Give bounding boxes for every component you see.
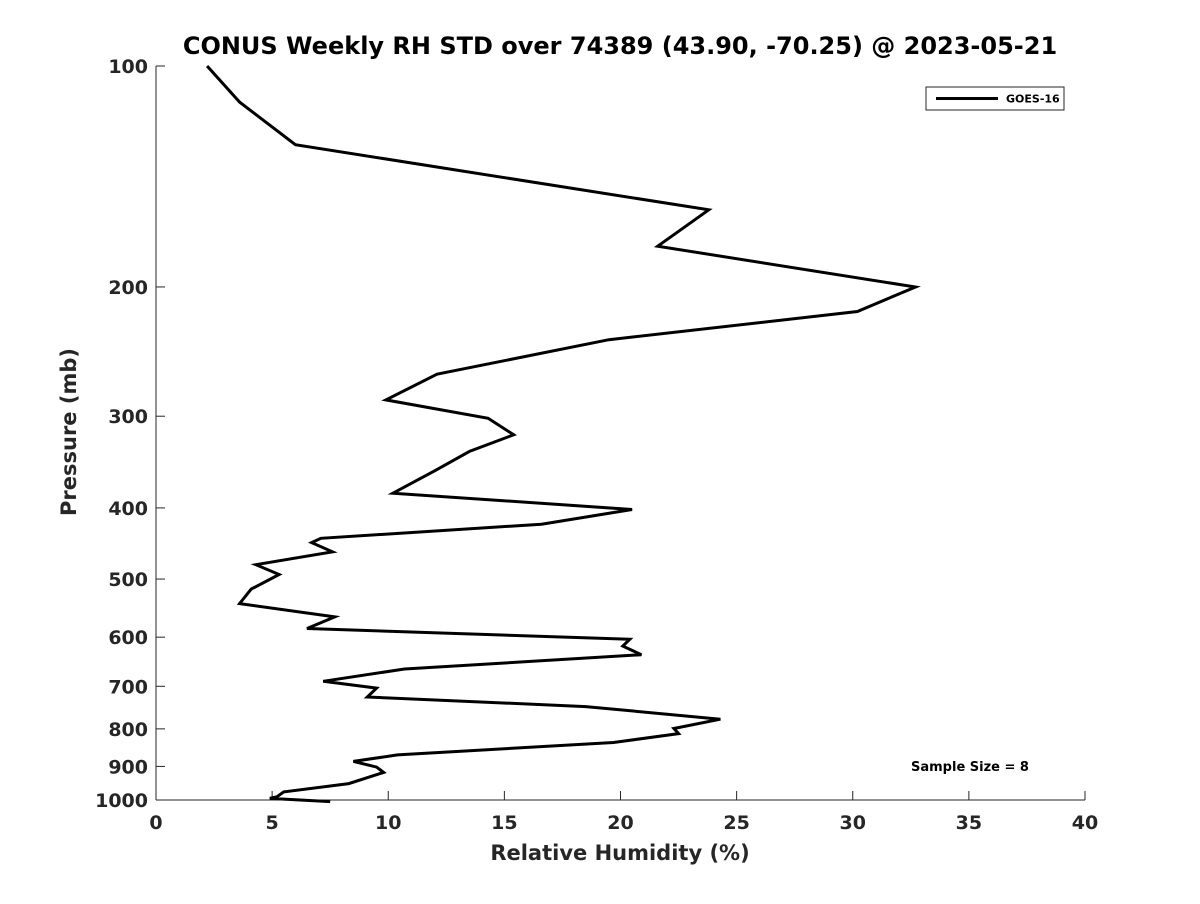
x-tick-label: 25 <box>723 812 749 834</box>
y-tick-label: 300 <box>108 406 148 428</box>
x-tick-label: 15 <box>491 812 517 834</box>
x-tick-label: 20 <box>607 812 633 834</box>
series-line-goes16 <box>205 64 921 804</box>
x-tick-label: 30 <box>840 812 866 834</box>
y-tick-label: 600 <box>108 627 148 649</box>
axes <box>155 66 1085 801</box>
legend: GOES-16 <box>925 86 1065 111</box>
y-tick-label: 900 <box>108 756 148 778</box>
y-tick-label: 200 <box>108 277 148 299</box>
tick-marks: 0 5 10 15 20 25 30 35 40 100 200 300 400 500 600 700 800… <box>95 56 1098 834</box>
x-tick-label: 5 <box>266 812 279 834</box>
y-tick-label: 500 <box>108 569 148 591</box>
x-tick-label: 10 <box>375 812 401 834</box>
y-tick-label: 100 <box>108 56 148 78</box>
x-tick-label: 40 <box>1072 812 1098 834</box>
y-tick-label: 700 <box>108 676 148 698</box>
legend-label-goes16: GOES-16 <box>1006 93 1060 106</box>
series-group <box>205 64 921 804</box>
y-tick-label: 1000 <box>95 790 148 812</box>
y-axis-label: Pressure (mb) <box>57 348 81 516</box>
x-axis-label: Relative Humidity (%) <box>490 841 749 865</box>
sample-size-annotation: Sample Size = 8 <box>911 760 1029 775</box>
y-tick-label: 400 <box>108 498 148 520</box>
y-tick-label: 800 <box>108 719 148 741</box>
x-tick-label: 35 <box>956 812 982 834</box>
x-tick-label: 0 <box>149 812 162 834</box>
chart-title: CONUS Weekly RH STD over 74389 (43.90, -… <box>183 32 1057 60</box>
